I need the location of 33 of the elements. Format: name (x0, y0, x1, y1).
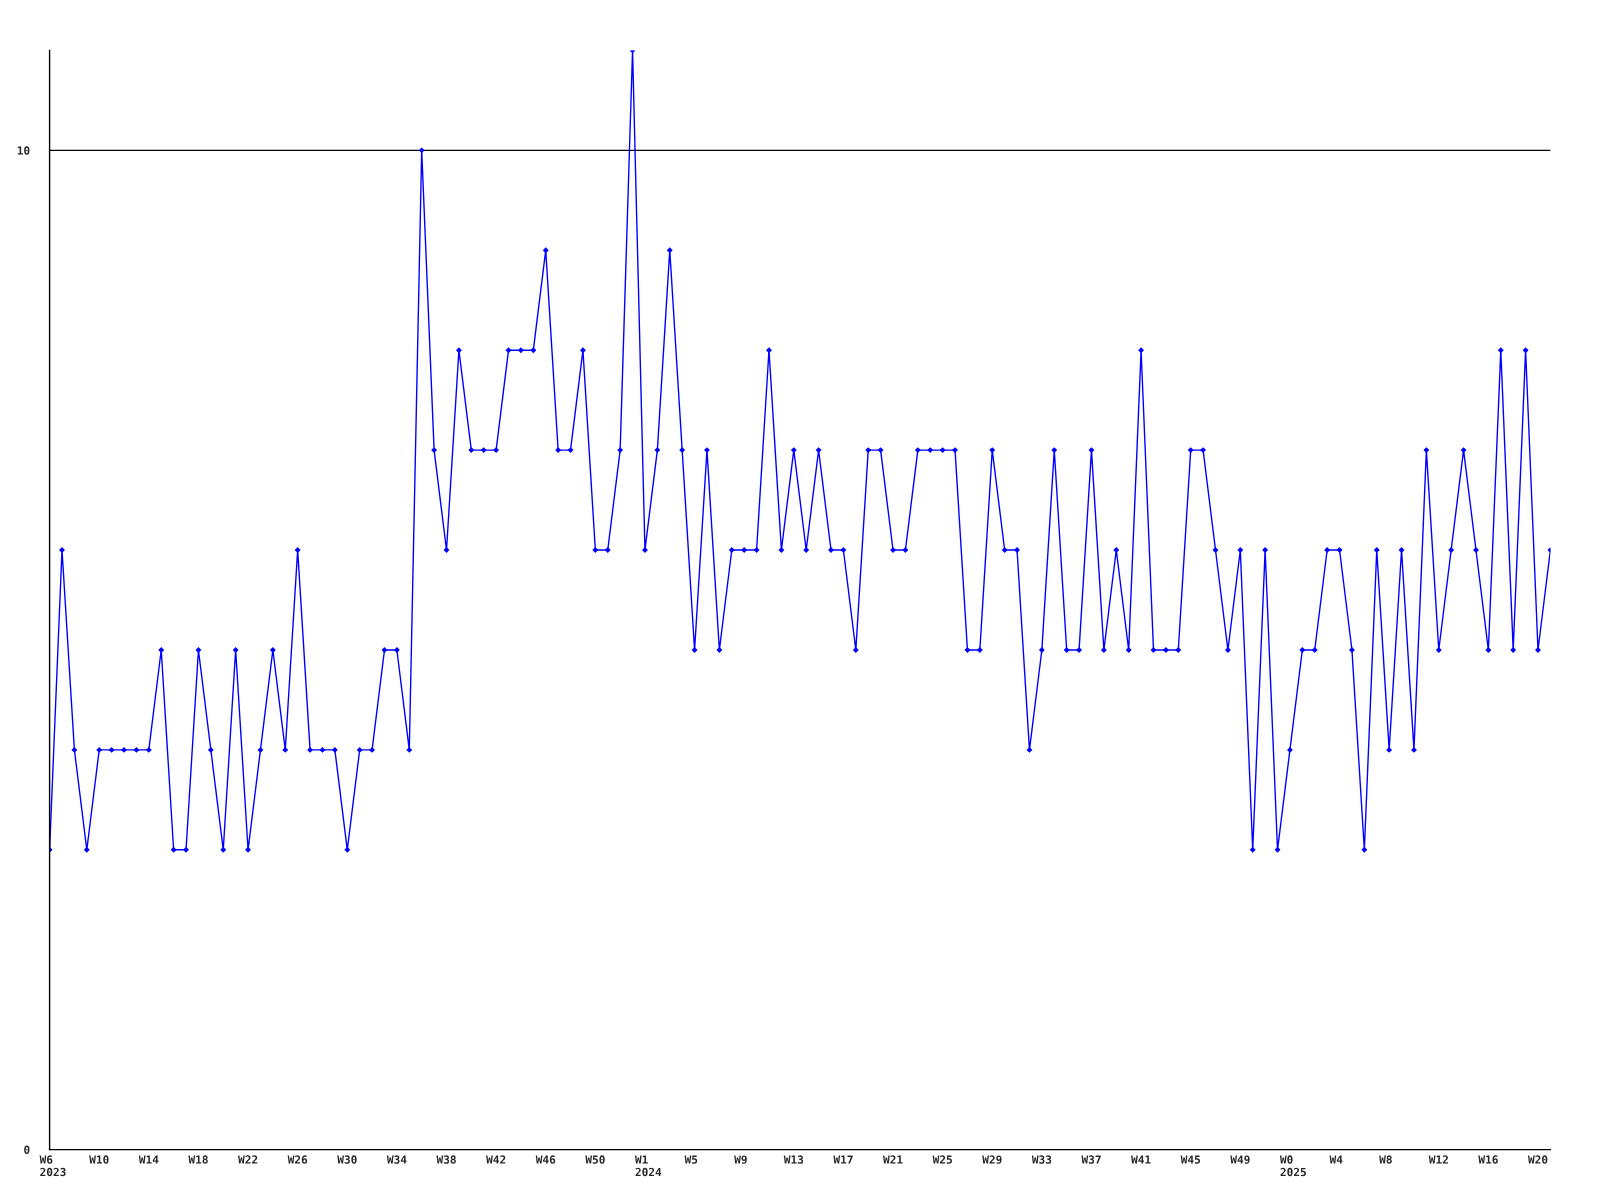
y-tick-label: 10 (17, 146, 30, 155)
y-tick-label: 0 (24, 1145, 30, 1154)
x-tick-label: W5 (684, 1155, 698, 1164)
x-tick-label: W26 (287, 1155, 308, 1164)
x-tick-label: W10 (89, 1155, 109, 1164)
x-tick-label: W21 (883, 1155, 903, 1164)
x-tick-label: W14 (138, 1155, 159, 1164)
x-tick-label: W38 (436, 1155, 456, 1164)
x-tick-label: W33 (1031, 1155, 1052, 1164)
x-tick-label: W6 2023 (39, 1155, 66, 1177)
x-tick-label: W22 (238, 1155, 258, 1164)
x-tick-label: W30 (337, 1155, 357, 1164)
x-tick-label: W45 (1180, 1155, 1201, 1164)
x-tick-label: W29 (982, 1155, 1002, 1164)
x-tick-label: W25 (932, 1155, 952, 1164)
x-tick-label: W41 (1131, 1155, 1151, 1164)
x-tick-label: W13 (783, 1155, 804, 1164)
x-tick-label: W0 2025 (1279, 1155, 1306, 1177)
x-tick-label: W17 (833, 1155, 853, 1164)
x-tick-label: W42 (486, 1155, 506, 1164)
x-tick-label: W1 2024 (634, 1155, 662, 1177)
x-tick-label: W9 (734, 1155, 747, 1164)
x-tick-label: W49 (1230, 1155, 1250, 1164)
x-tick-label: W34 (386, 1155, 407, 1164)
x-tick-label: W18 (188, 1155, 208, 1164)
x-tick-label: W4 (1329, 1155, 1343, 1164)
x-tick-label: W50 (585, 1155, 605, 1164)
x-tick-label: W46 (535, 1155, 556, 1164)
x-tick-label: W8 (1379, 1155, 1392, 1164)
x-tick-label: W37 (1081, 1155, 1101, 1164)
x-tick-label: W16 (1478, 1155, 1498, 1164)
x-tick-label: W20 (1528, 1155, 1548, 1164)
x-tick-label: W12 (1428, 1155, 1448, 1164)
